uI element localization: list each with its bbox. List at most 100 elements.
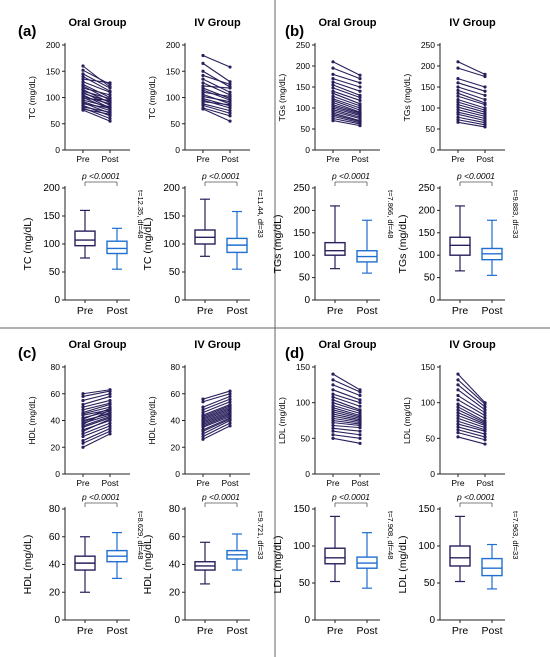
series-line: [82, 65, 111, 88]
y-axis-label: HDL (mg/dL): [142, 535, 154, 595]
data-point-post: [358, 433, 362, 437]
data-point-post: [358, 89, 362, 93]
data-point-post: [108, 424, 112, 428]
data-point-pre: [81, 398, 85, 403]
data-point-pre: [456, 408, 460, 412]
y-tick-label: 100: [418, 541, 435, 552]
series-line: [332, 98, 361, 109]
x-tick-label: Post: [356, 305, 377, 317]
series-line: [457, 395, 486, 414]
data-point-post: [228, 394, 232, 399]
x-tick-label: Post: [351, 154, 369, 164]
series-line: [332, 102, 361, 113]
series-line: [82, 78, 111, 84]
box-post: [226, 533, 248, 571]
data-point-post: [228, 421, 232, 425]
series-line: [332, 422, 361, 427]
y-tick-label: 0: [304, 295, 310, 306]
p-value-label: p <0.0001: [201, 492, 240, 502]
x-tick-label: Pre: [326, 154, 340, 164]
data-point-pre: [331, 436, 335, 440]
data-point-pre: [81, 72, 85, 76]
data-point-pre: [331, 72, 335, 76]
y-tick-label: 0: [174, 295, 180, 306]
data-point-pre: [201, 69, 205, 73]
y-tick-label: 60: [49, 532, 61, 543]
series-line: [202, 414, 231, 427]
series-line: [332, 434, 361, 439]
data-point-pre: [331, 433, 335, 437]
stat-label: t=9.883, df=33: [511, 190, 520, 238]
box-post: [356, 219, 378, 274]
data-point-post: [228, 111, 232, 115]
y-tick-label: 0: [305, 145, 310, 155]
series-line: [457, 113, 486, 122]
group-title: IV Group: [449, 17, 496, 29]
data-point-post: [108, 81, 112, 85]
data-point-post: [228, 418, 232, 423]
y-tick-label: 100: [163, 239, 180, 250]
series-line: [457, 403, 486, 419]
y-tick-label: 200: [46, 40, 60, 50]
x-tick-label: Post: [101, 478, 119, 488]
series-line: [332, 73, 361, 84]
series-line: [82, 395, 111, 405]
data-point-post: [108, 394, 112, 399]
series-line: [202, 413, 231, 426]
series-line: [332, 114, 361, 122]
series-line: [457, 423, 486, 432]
data-point-pre: [201, 425, 205, 429]
panel-letter: (b): [285, 23, 304, 40]
group-title: IV Group: [194, 17, 241, 29]
x-tick-label: Pre: [77, 625, 94, 637]
series-line: [457, 119, 486, 126]
x-tick-label: Pre: [197, 305, 214, 317]
y-tick-label: 100: [46, 93, 60, 103]
data-point-pre: [331, 392, 335, 396]
y-tick-label: 150: [166, 66, 180, 76]
x-tick-label: Pre: [326, 478, 340, 488]
data-point-pre: [201, 410, 205, 415]
x-tick-label: Pre: [77, 305, 94, 317]
data-point-post: [108, 112, 112, 116]
paired-line-plot: Oral Group 0 20 40 60 80 HDL (mg/dL) Pre Post: [27, 339, 130, 488]
data-point-pre: [81, 402, 85, 407]
box-iqr: [449, 236, 471, 256]
series-line: [202, 108, 231, 122]
series-line: [202, 393, 231, 403]
x-tick-label: Pre: [76, 478, 90, 488]
series-line: [332, 379, 361, 393]
data-point-pre: [331, 83, 335, 87]
x-tick-label: Post: [351, 478, 369, 488]
x-tick-label: Pre: [196, 154, 210, 164]
series-line: [457, 78, 486, 88]
data-point-post: [108, 429, 112, 433]
y-tick-label: 100: [421, 103, 435, 113]
data-point-post: [358, 98, 362, 103]
data-point-post: [483, 416, 487, 420]
series-line: [332, 413, 361, 421]
series-line: [457, 106, 486, 115]
box-pre: [74, 536, 96, 593]
data-point-pre: [331, 91, 335, 95]
y-tick-label: 150: [296, 362, 310, 372]
box-pre: [194, 198, 216, 257]
data-point-pre: [456, 431, 460, 435]
series-line: [332, 90, 361, 101]
series-line: [332, 61, 361, 76]
series-line: [457, 414, 486, 427]
p-value-label: p <0.0001: [456, 171, 495, 181]
data-point-pre: [456, 425, 460, 429]
paired-line-plot: IV Group 0 20 40 60 80 HDL (mg/dL) Pre Post: [147, 339, 250, 488]
y-tick-label: 40: [171, 416, 181, 426]
box-plot: 0 50 100 150 200 250 TGs (mg/dL) Pre Post p <0.00…: [272, 171, 395, 317]
data-point-pre: [456, 435, 460, 439]
y-axis-label: LDL (mg/dL): [277, 397, 287, 444]
y-tick-label: 200: [163, 183, 180, 194]
p-value-label: p <0.0001: [331, 171, 370, 181]
data-point-post: [358, 85, 362, 89]
y-tick-label: 100: [43, 239, 60, 250]
data-point-post: [228, 392, 232, 396]
series-line: [82, 418, 111, 432]
series-line: [202, 85, 231, 89]
